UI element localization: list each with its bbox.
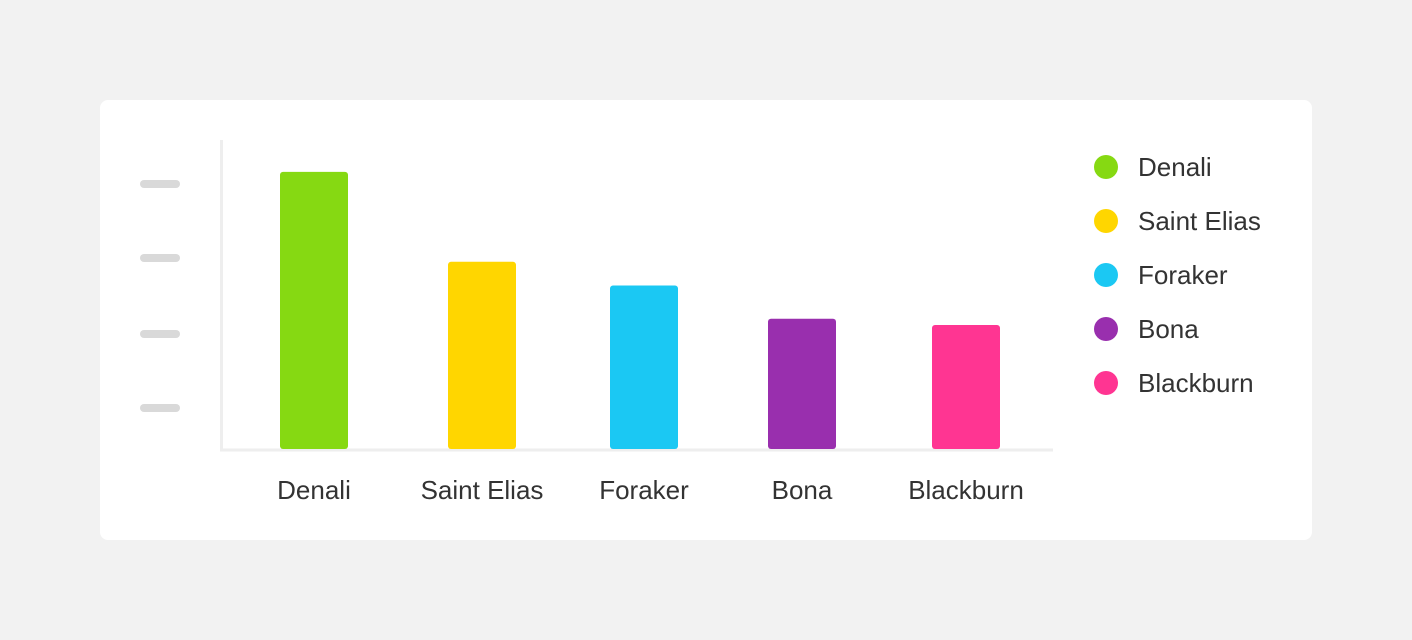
legend-item-bona: Bona: [1094, 302, 1261, 356]
x-tick-label-saint-elias: Saint Elias: [421, 475, 544, 505]
legend-item-foraker: Foraker: [1094, 248, 1261, 302]
y-tick-placeholder-4: [140, 404, 180, 412]
chart-card: Denali Saint Elias Foraker Bona Blackburn De…: [100, 100, 1312, 540]
y-tick-placeholder-1: [140, 180, 180, 188]
x-axis-labels: Denali Saint Elias Foraker Bona Blackburn: [277, 475, 1024, 505]
legend-label-foraker: Foraker: [1138, 259, 1228, 290]
legend-item-denali: Denali: [1094, 140, 1261, 194]
legend-swatch-blackburn: [1094, 371, 1118, 395]
legend-label-blackburn: Blackburn: [1138, 367, 1254, 398]
legend-item-saint-elias: Saint Elias: [1094, 194, 1261, 248]
legend-label-saint-elias: Saint Elias: [1138, 205, 1261, 236]
bar-bona: [768, 318, 836, 449]
y-tick-placeholder-3: [140, 330, 180, 338]
legend-item-blackburn: Blackburn: [1094, 356, 1261, 410]
x-tick-label-bona: Bona: [772, 475, 833, 505]
legend-label-bona: Bona: [1138, 313, 1199, 344]
bar-saint-elias: [448, 261, 516, 449]
x-tick-label-denali: Denali: [277, 475, 351, 505]
x-tick-label-foraker: Foraker: [599, 475, 689, 505]
y-axis-ticks: [140, 180, 180, 412]
legend-swatch-foraker: [1094, 263, 1118, 287]
bar-chart: Denali Saint Elias Foraker Bona Blackburn: [140, 140, 1053, 505]
legend-swatch-bona: [1094, 317, 1118, 341]
legend-swatch-denali: [1094, 155, 1118, 179]
x-tick-label-blackburn: Blackburn: [908, 475, 1024, 505]
legend: Denali Saint Elias Foraker Bona Blackburn: [1094, 140, 1261, 410]
legend-swatch-saint-elias: [1094, 209, 1118, 233]
bar-foraker: [610, 285, 678, 449]
bar-denali: [280, 171, 348, 449]
bars-group: [280, 171, 1000, 449]
y-tick-placeholder-2: [140, 254, 180, 262]
bar-blackburn: [932, 324, 1000, 449]
legend-label-denali: Denali: [1138, 151, 1212, 182]
